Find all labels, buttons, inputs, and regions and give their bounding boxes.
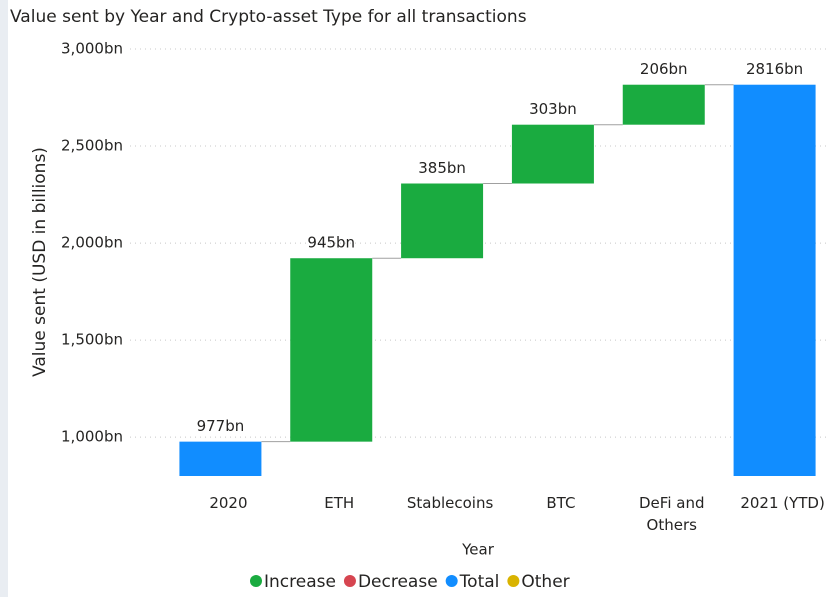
data-label: 303bn xyxy=(529,100,577,118)
x-tick-label: DeFi and Others xyxy=(639,494,705,534)
legend-marker xyxy=(445,575,458,587)
bar xyxy=(622,84,705,125)
data-label: 977bn xyxy=(197,417,245,435)
x-tick-label: Stablecoins xyxy=(406,494,494,512)
legend-label: Increase xyxy=(264,572,336,592)
bar xyxy=(733,84,816,476)
bar xyxy=(290,258,373,442)
y-tick-label: 1,500bn xyxy=(61,331,123,349)
x-tick-label: ETH xyxy=(324,494,355,512)
y-tick-label: 2,500bn xyxy=(61,137,123,155)
y-axis-label: Value sent (USD in billions) xyxy=(30,147,50,377)
data-label: 945bn xyxy=(307,234,355,252)
legend-marker xyxy=(343,575,356,587)
data-label: 2816bn xyxy=(746,60,803,78)
bar xyxy=(511,124,594,184)
bar xyxy=(401,183,484,259)
x-axis-label: Year xyxy=(461,541,495,559)
legend-label: Decrease xyxy=(358,572,438,592)
legend-marker xyxy=(250,575,262,587)
chart: Value sent by Year and Crypto-asset Type… xyxy=(10,7,830,592)
y-tick-label: 2,000bn xyxy=(61,234,123,252)
x-tick-label: BTC xyxy=(546,494,576,512)
chart-title: Value sent by Year and Crypto-asset Type… xyxy=(10,7,527,27)
x-tick-label: 2020 xyxy=(209,494,248,512)
data-label: 206bn xyxy=(640,60,688,78)
legend-label: Other xyxy=(521,572,569,592)
data-label: 385bn xyxy=(418,159,466,177)
bar xyxy=(179,441,262,476)
y-tick-label: 1,000bn xyxy=(61,428,123,446)
x-tick-label: 2021 (YTD) xyxy=(740,494,825,512)
y-tick-label: 3,000bn xyxy=(61,40,123,58)
legend-marker xyxy=(507,575,520,587)
legend-label: Total xyxy=(459,572,500,592)
